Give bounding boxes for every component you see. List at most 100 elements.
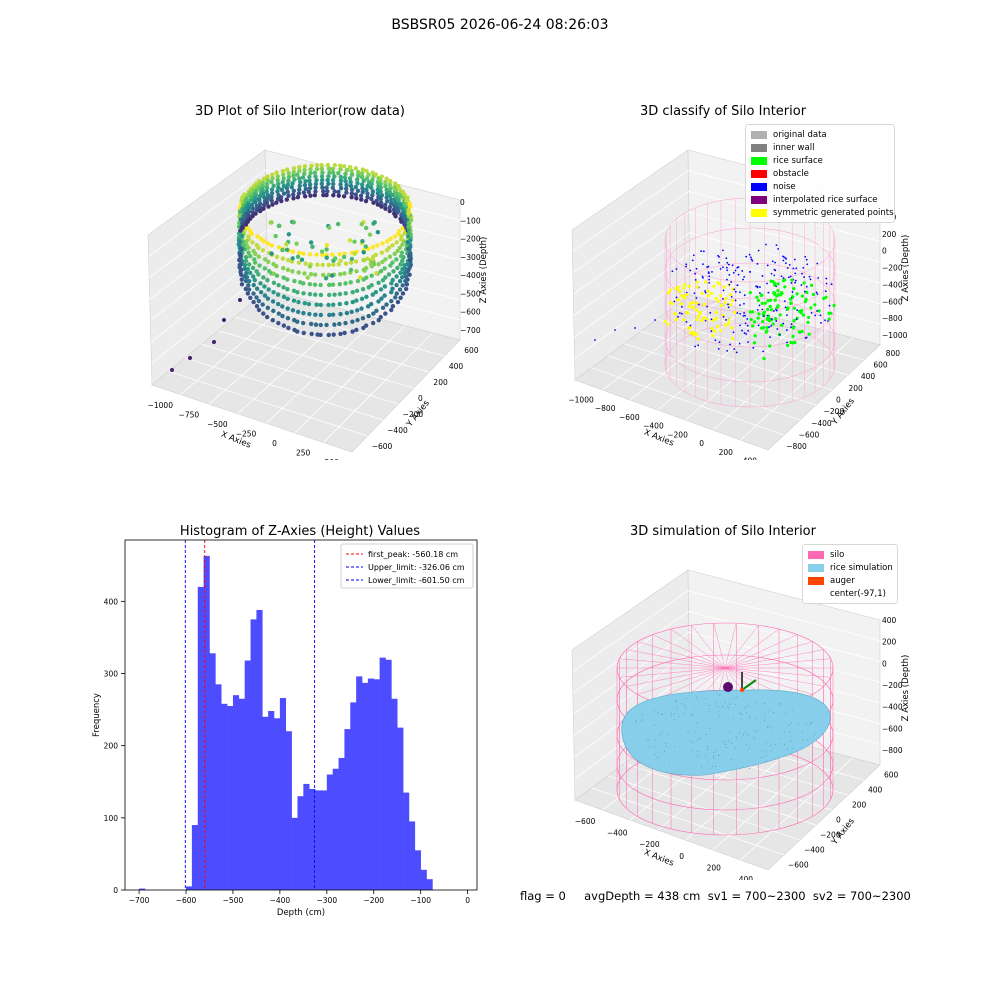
panel2-z-tick-label: −200 xyxy=(882,264,903,273)
panel2-point xyxy=(706,289,710,293)
histogram-bar xyxy=(426,879,433,890)
panel1-point xyxy=(349,195,354,200)
panel1-point xyxy=(291,169,296,175)
auger-axis-y xyxy=(741,679,757,691)
panel1-point xyxy=(257,263,262,268)
panel2-z-tick-label: −800 xyxy=(882,314,903,323)
panel1-point xyxy=(264,189,269,194)
panel1-point xyxy=(314,178,319,183)
panel1-point xyxy=(264,185,270,191)
panel2-point xyxy=(666,322,670,326)
panel1-point xyxy=(308,193,313,198)
panel2-point xyxy=(736,312,739,314)
panel2-point xyxy=(756,316,760,320)
panel1-point xyxy=(284,167,290,172)
panel2-point xyxy=(800,294,804,298)
panel1-point xyxy=(250,274,256,279)
panel2-point xyxy=(739,291,741,294)
panel2-point xyxy=(726,261,729,264)
panel2-point xyxy=(724,296,728,301)
panel1-point xyxy=(332,189,337,194)
rice-mesh-node xyxy=(655,753,656,755)
panel2-point xyxy=(782,259,785,262)
panel4-silo-roof-line xyxy=(637,667,726,695)
panel2-point xyxy=(706,305,708,308)
panel1-point xyxy=(297,168,302,174)
panel1-point xyxy=(342,330,347,336)
rice-mesh-node xyxy=(669,761,671,763)
panel2-point xyxy=(700,318,704,323)
histogram-bar xyxy=(320,790,328,890)
panel1-point xyxy=(383,180,388,185)
rice-mesh-node xyxy=(666,733,668,735)
panel1-point xyxy=(337,163,343,168)
panel1-point xyxy=(251,282,256,288)
panel1-point xyxy=(380,241,385,246)
panel1-point xyxy=(332,292,337,297)
panel2-point xyxy=(700,250,703,252)
panel1-point xyxy=(403,274,409,279)
panel1-point xyxy=(266,204,271,209)
panel1-point xyxy=(301,251,306,256)
panel2-point xyxy=(784,257,787,259)
rice-mesh-node xyxy=(752,736,754,738)
panel2-point xyxy=(704,290,706,292)
panel1-point xyxy=(379,250,385,255)
panel1-point xyxy=(394,240,399,245)
panel2-point xyxy=(824,295,828,299)
panel1-point xyxy=(387,190,393,195)
panel2-y-tick-label: −800 xyxy=(786,442,807,451)
panel1-point xyxy=(343,291,348,296)
panel1-z-tick-label: −700 xyxy=(460,326,481,335)
panel1-point xyxy=(256,178,262,184)
panel2-point xyxy=(702,316,706,320)
rice-mesh-node xyxy=(673,713,675,715)
rice-mesh-node xyxy=(764,713,766,715)
panel1-point xyxy=(265,174,270,179)
panel1-point xyxy=(291,288,297,294)
histogram-bar xyxy=(268,711,275,890)
panel1-point xyxy=(246,262,252,267)
rice-mesh-node xyxy=(734,746,736,748)
panel2-point xyxy=(790,278,794,282)
panel2-point xyxy=(799,311,803,315)
panel1-point xyxy=(295,309,301,315)
legend-swatch xyxy=(751,195,767,204)
panel2-point xyxy=(727,306,730,309)
panel1-point xyxy=(269,194,274,200)
panel2-point xyxy=(761,275,764,277)
rice-mesh-node xyxy=(715,701,717,703)
rice-mesh-node xyxy=(749,716,751,718)
panel3-title: Histogram of Z-Axies (Height) Values xyxy=(179,524,421,539)
panel4-floor-grid xyxy=(624,763,817,826)
panel1-point xyxy=(281,285,286,290)
panel1-point xyxy=(250,265,256,271)
panel1-point xyxy=(251,248,256,254)
panel2-point xyxy=(726,278,728,281)
rice-mesh-node xyxy=(718,711,720,713)
rice-mesh-node xyxy=(731,743,733,744)
panel1-point xyxy=(246,250,251,255)
panel1-point xyxy=(333,256,338,261)
panel2-point xyxy=(702,302,706,306)
panel1-point xyxy=(386,272,392,277)
histogram-bar xyxy=(232,695,240,890)
histogram-bar xyxy=(139,888,146,890)
panel1-point xyxy=(350,289,355,295)
panel1-point xyxy=(308,167,313,172)
rice-mesh-node xyxy=(810,723,812,724)
panel1-point xyxy=(285,316,291,321)
panel2-point xyxy=(726,269,729,272)
panel1-point xyxy=(302,194,308,199)
panel1-point xyxy=(369,196,374,202)
panel1-point xyxy=(355,169,361,175)
panel1-point xyxy=(360,239,365,244)
legend-swatch xyxy=(751,182,767,191)
panel1-point xyxy=(353,259,359,264)
panel2-point xyxy=(791,341,795,345)
panel2-point xyxy=(714,310,718,315)
panel2-point xyxy=(820,321,822,324)
panel1-point xyxy=(341,194,347,199)
rice-mesh-node xyxy=(692,742,694,744)
panel1-point xyxy=(262,195,267,200)
